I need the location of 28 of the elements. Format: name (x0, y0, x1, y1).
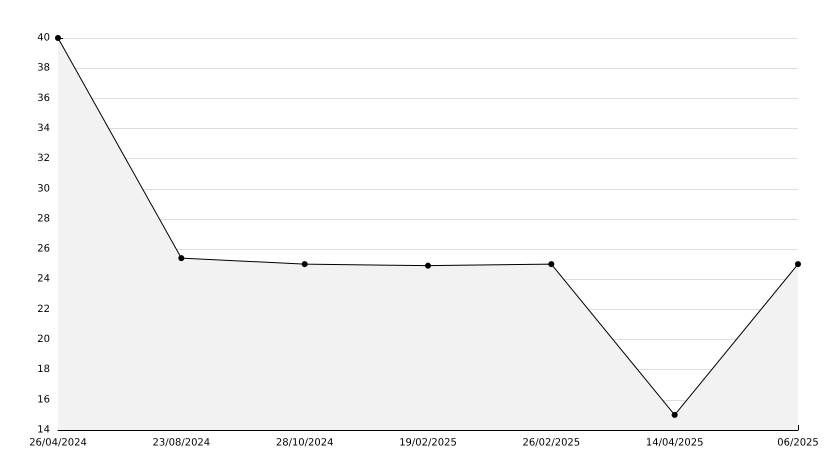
x-tick-label: 14/04/2025 (646, 438, 704, 448)
y-tick-label: 14 (37, 424, 50, 436)
y-tick-label: 36 (37, 92, 50, 104)
point (302, 261, 308, 268)
y-tick-label: 16 (37, 394, 50, 406)
y-tick-label: 22 (37, 304, 50, 315)
y-tick-label: 26 (37, 244, 50, 255)
x-tick-label: 23/08/2024 (152, 438, 210, 448)
x-tick-label: 28/10/2024 (276, 438, 334, 448)
y-tick-label: 38 (37, 62, 50, 74)
x-tick-label: 26/04/2024 (29, 438, 87, 448)
y-tick-label: 24 (37, 274, 50, 285)
point (425, 262, 431, 269)
y-tick-label: 34 (37, 122, 50, 134)
x-tick-label: 26/02/2025 (522, 438, 580, 448)
y-tick-label: 20 (37, 334, 50, 346)
y-tick-label: 28 (37, 213, 50, 224)
y-tick-label: 40 (37, 32, 50, 44)
point (795, 261, 801, 268)
point (548, 261, 554, 268)
y-tick-label: 32 (37, 153, 50, 164)
point (55, 35, 61, 41)
point (672, 412, 678, 418)
x-tick-label: 19/02/2025 (399, 438, 457, 448)
y-tick-label: 18 (37, 364, 50, 376)
point (178, 255, 184, 262)
x-tick-label: 06/2025 (777, 438, 819, 448)
y-tick-label: 30 (37, 183, 50, 194)
